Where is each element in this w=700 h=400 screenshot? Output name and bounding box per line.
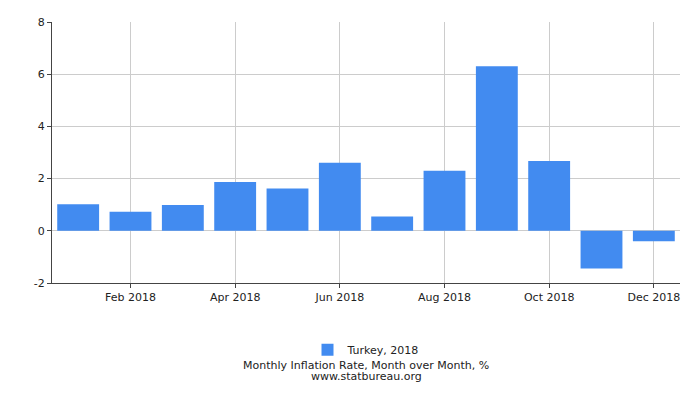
svg-text:Turkey, 2018: Turkey, 2018 — [347, 344, 419, 357]
svg-text:Dec 2018: Dec 2018 — [627, 291, 680, 304]
svg-text:4: 4 — [38, 120, 45, 133]
svg-text:Jun 2018: Jun 2018 — [314, 291, 364, 304]
svg-text:2: 2 — [38, 172, 45, 185]
svg-text:6: 6 — [38, 68, 45, 81]
svg-text:0: 0 — [38, 225, 45, 238]
svg-text:Apr 2018: Apr 2018 — [210, 291, 261, 304]
svg-text:Aug 2018: Aug 2018 — [418, 291, 471, 304]
svg-text:8: 8 — [38, 16, 45, 29]
svg-text:Feb 2018: Feb 2018 — [105, 291, 156, 304]
svg-text:-2: -2 — [34, 277, 45, 290]
svg-text:Monthly Inflation Rate, Month: Monthly Inflation Rate, Month over Month… — [243, 359, 489, 372]
svg-text:Oct 2018: Oct 2018 — [524, 291, 575, 304]
svg-text:www.statbureau.org: www.statbureau.org — [311, 370, 422, 383]
